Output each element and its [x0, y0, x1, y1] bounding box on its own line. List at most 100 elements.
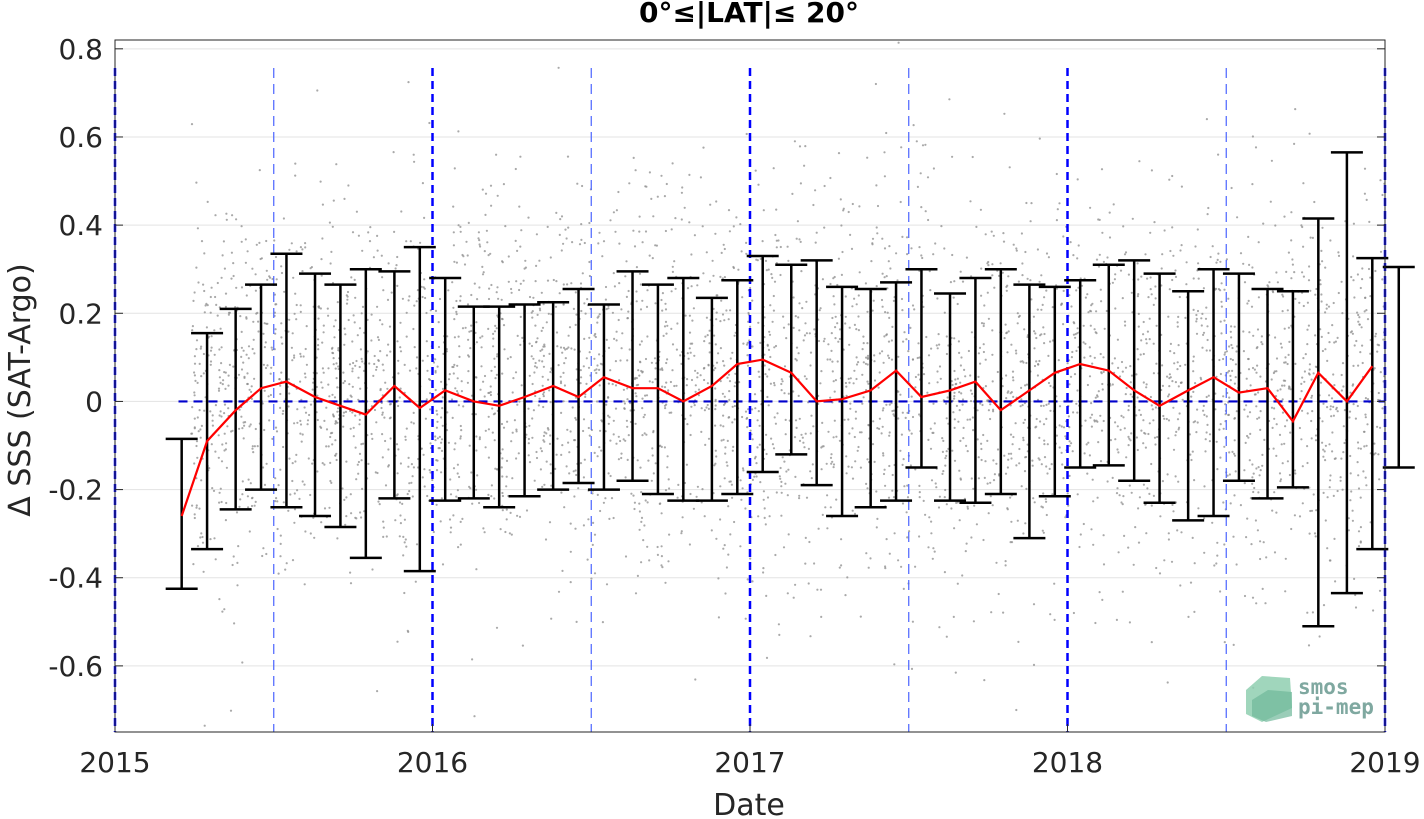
- scatter-point: [1230, 336, 1233, 339]
- scatter-point: [876, 232, 879, 235]
- scatter-point: [531, 316, 534, 319]
- scatter-point: [756, 446, 759, 449]
- scatter-point: [1261, 343, 1264, 346]
- scatter-point: [369, 226, 372, 229]
- scatter-point: [1095, 258, 1099, 261]
- scatter-point: [983, 304, 986, 307]
- scatter-point: [633, 501, 637, 504]
- scatter-point: [1219, 590, 1222, 593]
- scatter-point: [1084, 296, 1087, 299]
- scatter-point: [1308, 132, 1311, 135]
- scatter-point: [1170, 560, 1174, 563]
- scatter-point: [1306, 412, 1309, 415]
- scatter-point: [1116, 487, 1119, 490]
- scatter-point: [1243, 482, 1246, 485]
- scatter-point: [1285, 419, 1289, 422]
- scatter-point: [325, 406, 328, 409]
- scatter-point: [593, 451, 596, 454]
- scatter-point: [476, 298, 479, 301]
- scatter-point: [1287, 326, 1290, 329]
- scatter-point: [493, 439, 496, 442]
- scatter-point: [478, 501, 481, 505]
- scatter-point: [612, 419, 615, 422]
- scatter-point: [1038, 137, 1041, 140]
- scatter-point: [196, 416, 199, 419]
- scatter-point: [650, 361, 654, 364]
- scatter-point: [891, 473, 894, 477]
- scatter-point: [626, 387, 629, 390]
- scatter-point: [795, 237, 798, 240]
- scatter-point: [1366, 318, 1370, 321]
- scatter-point: [470, 329, 473, 333]
- scatter-point: [495, 291, 498, 294]
- scatter-point: [1010, 520, 1013, 523]
- scatter-point: [453, 336, 456, 339]
- scatter-point: [422, 286, 425, 289]
- scatter-point: [1307, 644, 1311, 647]
- scatter-point: [607, 422, 610, 425]
- scatter-point: [853, 512, 857, 516]
- scatter-point: [370, 339, 373, 342]
- scatter-point: [855, 303, 858, 306]
- scatter-point: [896, 279, 899, 282]
- scatter-point: [1086, 383, 1089, 387]
- scatter-point: [1138, 496, 1141, 499]
- scatter-point: [1035, 425, 1038, 428]
- scatter-point: [1093, 328, 1096, 331]
- scatter-point: [1197, 507, 1200, 510]
- scatter-point: [1352, 364, 1355, 367]
- scatter-point: [668, 487, 671, 490]
- scatter-point: [970, 477, 973, 480]
- scatter-point: [541, 375, 544, 378]
- scatter-point: [834, 379, 838, 382]
- scatter-point: [1123, 253, 1127, 256]
- scatter-point: [804, 322, 807, 325]
- scatter-point: [704, 335, 707, 338]
- scatter-point: [209, 311, 212, 314]
- scatter-point: [337, 407, 340, 410]
- scatter-point: [609, 219, 612, 222]
- scatter-point: [891, 489, 894, 492]
- scatter-point: [250, 397, 253, 400]
- scatter-point: [1321, 349, 1324, 353]
- scatter-point: [350, 512, 353, 515]
- scatter-point: [425, 311, 428, 315]
- scatter-point: [1321, 226, 1324, 229]
- scatter-point: [1269, 200, 1272, 203]
- scatter-point: [1324, 348, 1327, 351]
- scatter-point: [501, 475, 504, 478]
- scatter-point: [459, 435, 462, 438]
- scatter-point: [930, 347, 933, 350]
- scatter-point: [728, 390, 731, 393]
- scatter-point: [1072, 333, 1075, 336]
- scatter-point: [1040, 274, 1043, 277]
- scatter-point: [1211, 521, 1214, 524]
- scatter-point: [861, 348, 864, 351]
- scatter-point: [1279, 480, 1282, 483]
- scatter-point: [395, 443, 399, 446]
- scatter-point: [1216, 258, 1219, 261]
- scatter-point: [945, 454, 948, 457]
- scatter-point: [684, 417, 687, 420]
- scatter-point: [1038, 436, 1041, 439]
- scatter-point: [820, 468, 823, 471]
- scatter-point: [1172, 510, 1175, 513]
- scatter-point: [1176, 368, 1179, 371]
- scatter-point: [690, 285, 693, 288]
- scatter-point: [292, 276, 295, 279]
- scatter-point: [864, 282, 868, 285]
- scatter-point: [429, 392, 432, 395]
- scatter-point: [1203, 551, 1206, 554]
- scatter-point: [221, 254, 224, 257]
- scatter-point: [840, 538, 843, 541]
- scatter-point: [399, 522, 402, 525]
- scatter-point: [311, 388, 314, 391]
- scatter-point: [1075, 402, 1078, 405]
- scatter-point: [218, 598, 221, 601]
- scatter-point: [1200, 378, 1203, 381]
- scatter-point: [267, 395, 270, 398]
- scatter-point: [733, 385, 736, 388]
- scatter-point: [1155, 566, 1158, 570]
- scatter-point: [853, 435, 856, 439]
- scatter-point: [217, 434, 220, 437]
